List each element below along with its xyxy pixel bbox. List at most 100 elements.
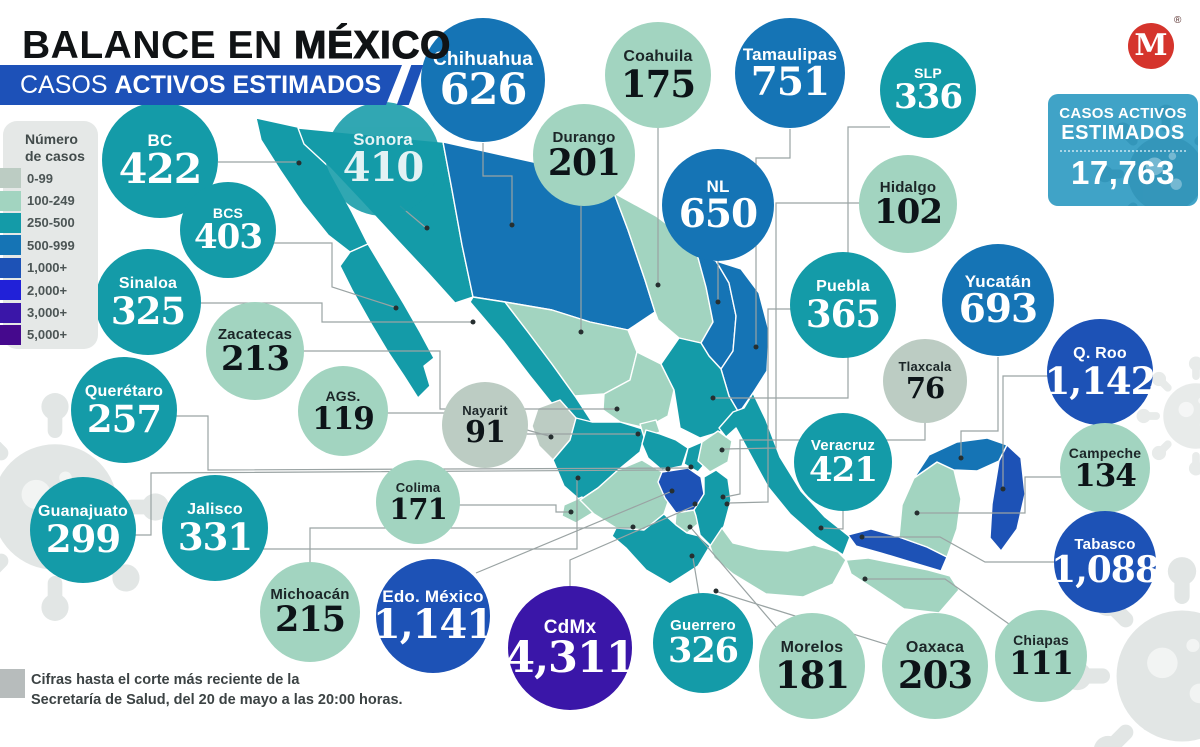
state-bubble-edomex: Edo. México 1,141: [372, 559, 494, 673]
total-box-label-2: ESTIMADOS: [1061, 122, 1185, 144]
total-cases-box: CASOS ACTIVOS ESTIMADOS 17,763: [1048, 94, 1198, 206]
state-name: Zacatecas: [217, 325, 293, 343]
state-bubble-coahuila: Coahuila 175: [605, 22, 711, 128]
total-box-label-1: CASOS ACTIVOS: [1059, 105, 1187, 122]
state-bubble-morelos: Morelos 181: [759, 613, 865, 719]
legend-swatch: [0, 280, 21, 301]
legend-label: 5,000+: [27, 327, 68, 343]
state-shape-veracruz: [718, 392, 851, 556]
state-shape-hidalgo: [697, 430, 733, 473]
legend-swatch: [0, 257, 21, 278]
state-bubble-jalisco: Jalisco 331: [162, 475, 268, 581]
state-name: Morelos: [780, 638, 844, 656]
legend-swatch: [0, 324, 21, 345]
legend-panel: Número de casos 0-99 100-249 250-500 500-99…: [0, 121, 98, 349]
connector-dots: [296, 160, 1006, 594]
state-bubble-bcs: BCS 403: [180, 182, 276, 278]
state-name: Tamaulipas: [742, 44, 838, 64]
state-bubble-michoacan: Michoacán 215: [260, 562, 360, 662]
state-value: 215: [274, 599, 346, 641]
state-value: 1,142: [1044, 358, 1157, 403]
state-bubble-yucatan: Yucatán 693: [942, 244, 1054, 356]
state-bubble-tabasco: Tabasco 1,088: [1051, 511, 1160, 613]
state-bubble-campeche: Campeche 134: [1060, 423, 1150, 513]
legend-swatch: [0, 168, 21, 189]
legend-rows: 0-99 100-249 250-500 500-999 1,000+ 2,000+ 3,0…: [0, 167, 75, 346]
state-value: 410: [342, 144, 424, 192]
state-name: Nayarit: [462, 402, 508, 418]
legend-label: 0-99: [27, 170, 54, 186]
state-name: Guanajuato: [37, 502, 128, 520]
state-bubble-colima: Colima 171: [376, 460, 460, 544]
state-shape-guanajuato: [641, 429, 689, 471]
subtitle-banner: CASOS ACTIVOS ESTIMADOS: [0, 65, 402, 105]
state-bubble-puebla: Puebla 365: [790, 252, 896, 358]
legend-row: 0-99: [0, 167, 75, 189]
state-name: Yucatán: [964, 271, 1032, 291]
legend-swatch: [0, 235, 21, 256]
state-value: 336: [894, 77, 963, 118]
state-value: 365: [805, 291, 881, 336]
state-name: Sinaloa: [118, 274, 178, 292]
state-shape-qroo: [989, 444, 1026, 552]
state-name: Tlaxcala: [898, 359, 952, 375]
state-bubble-chihuahua: Chihuahua 626: [421, 18, 545, 142]
state-bubble-qroo: Q. Roo 1,142: [1044, 319, 1157, 425]
legend-row: 100-249: [0, 189, 75, 211]
state-shape-morelos: [674, 509, 700, 534]
state-value: 111: [1009, 644, 1074, 683]
state-value: 751: [750, 58, 830, 105]
state-value: 693: [958, 285, 1038, 332]
footer-note-line1: Cifras hasta el corte más reciente de la: [31, 672, 300, 688]
legend-row: 250-500: [0, 212, 75, 234]
state-name: Chiapas: [1013, 632, 1069, 649]
state-shape-chiapas: [845, 557, 960, 614]
state-value: 331: [177, 514, 253, 559]
dotted-divider: [1060, 150, 1186, 152]
title-bold: MÉXICO: [294, 24, 451, 68]
registered-trademark-icon: ®: [1174, 15, 1182, 26]
legend-row: 1,000+: [0, 257, 75, 279]
state-bubble-hidalgo: Hidalgo 102: [859, 155, 957, 253]
state-bubble-sonora: Sonora 410: [326, 102, 440, 216]
state-bubble-veracruz: Veracruz 421: [794, 413, 892, 511]
state-shape-campeche: [898, 461, 962, 558]
state-bubble-oaxaca: Oaxaca 203: [882, 613, 988, 719]
state-bubble-guanajuato: Guanajuato 299: [30, 477, 136, 583]
total-cases-value: 17,763: [1071, 154, 1175, 191]
state-value: 201: [547, 141, 621, 184]
state-bubble-sinaloa: Sinaloa 325: [95, 249, 201, 355]
state-shape-tabasco: [847, 528, 948, 572]
state-value: 626: [439, 64, 528, 115]
state-bubble-slp: SLP 336: [880, 42, 976, 138]
state-name: Chihuahua: [433, 48, 533, 70]
state-name: Hidalgo: [879, 178, 937, 196]
legend-label: 250-500: [27, 215, 75, 231]
state-value: 203: [897, 652, 973, 697]
legend-row: 5,000+: [0, 324, 75, 346]
state-value: 102: [874, 191, 943, 232]
legend-label: 500-999: [27, 237, 75, 253]
state-name: Q. Roo: [1073, 344, 1127, 362]
banner-regular: CASOS: [20, 71, 108, 99]
state-value: 175: [620, 61, 696, 106]
state-bubble-zacatecas: Zacatecas 213: [206, 302, 304, 400]
state-bubble-chiapas: Chiapas 111: [995, 610, 1087, 702]
state-value: 171: [389, 492, 448, 527]
state-value: 134: [1074, 457, 1137, 494]
state-value: 326: [667, 630, 739, 672]
state-shape-bcs: [339, 243, 435, 399]
legend-swatch: [0, 190, 21, 211]
state-name: Oaxaca: [905, 638, 965, 656]
state-value: 1,141: [372, 601, 494, 649]
state-name: Tabasco: [1074, 535, 1136, 553]
state-name: Michoacán: [270, 586, 350, 604]
state-value: 257: [86, 396, 162, 441]
legend-swatch: [0, 212, 21, 233]
state-bubble-queretaro: Querétaro 257: [71, 357, 177, 463]
state-name: Jalisco: [187, 500, 243, 518]
state-bubble-tamaulipas: Tamaulipas 751: [735, 18, 845, 128]
state-value: 299: [45, 516, 121, 561]
state-name: Veracruz: [810, 436, 876, 454]
